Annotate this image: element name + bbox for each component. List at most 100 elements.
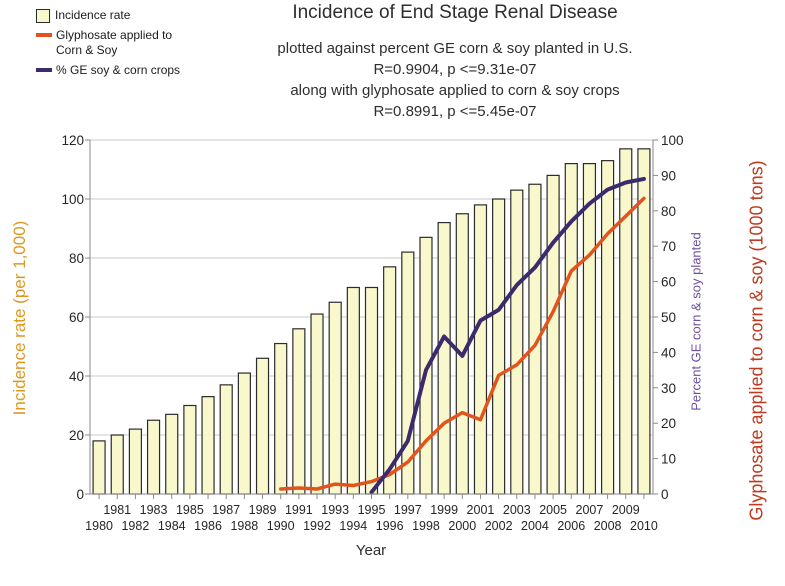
x-tick-label: 2007 bbox=[576, 503, 604, 517]
x-tick-label: 1992 bbox=[303, 519, 331, 533]
bar bbox=[546, 174, 560, 495]
x-tick-label: 1999 bbox=[430, 503, 458, 517]
x-tick-label: 1984 bbox=[158, 519, 186, 533]
bar bbox=[364, 286, 379, 495]
x-tick-label: 2000 bbox=[448, 519, 476, 533]
bar bbox=[310, 313, 324, 495]
legend-label-glyphosate-line2: Corn & Soy bbox=[56, 43, 118, 57]
x-tick-label: 1991 bbox=[285, 503, 313, 517]
x-tick-label: 2008 bbox=[594, 519, 622, 533]
chart-subtitle: plotted against percent GE corn & soy pl… bbox=[130, 38, 780, 122]
bar bbox=[328, 301, 342, 495]
bar bbox=[346, 286, 360, 495]
left-tick-label: 120 bbox=[61, 133, 84, 148]
x-tick-label: 1987 bbox=[212, 503, 240, 517]
x-tick-label: 1990 bbox=[267, 519, 295, 533]
x-tick-label: 1993 bbox=[321, 503, 349, 517]
x-tick-label: 2004 bbox=[521, 519, 549, 533]
right-tick-label: 60 bbox=[661, 275, 676, 290]
legend-item-glyphosate: Glyphosate applied to Corn & Soy bbox=[36, 28, 180, 58]
bar bbox=[146, 419, 161, 495]
x-tick-label: 1980 bbox=[85, 519, 113, 533]
x-tick-label: 1998 bbox=[412, 519, 440, 533]
bar bbox=[165, 413, 179, 495]
right-tick-label: 70 bbox=[661, 239, 676, 254]
x-tick-label: 2009 bbox=[612, 503, 640, 517]
left-tick-label: 20 bbox=[69, 428, 84, 443]
bar bbox=[564, 163, 578, 495]
x-tick-label: 2002 bbox=[485, 519, 513, 533]
x-tick-label: 1986 bbox=[194, 519, 222, 533]
bar bbox=[219, 384, 233, 495]
subtitle-line-1: plotted against percent GE corn & soy pl… bbox=[277, 40, 633, 57]
bar bbox=[183, 404, 197, 495]
bar bbox=[473, 204, 488, 495]
percent-ge-line bbox=[369, 176, 646, 495]
x-tick-label: 1997 bbox=[394, 503, 422, 517]
x-tick-label: 1981 bbox=[103, 503, 131, 517]
left-tick-label: 80 bbox=[69, 251, 84, 266]
glyphosate-line bbox=[278, 196, 646, 491]
x-tick-label: 1982 bbox=[121, 519, 149, 533]
x-tick-label: 1983 bbox=[140, 503, 168, 517]
right-tick-label: 80 bbox=[661, 204, 676, 219]
x-tick-label: 1994 bbox=[339, 519, 367, 533]
bar bbox=[201, 396, 215, 495]
x-tick-label: 2006 bbox=[557, 519, 585, 533]
left-tick-label: 60 bbox=[69, 310, 84, 325]
legend-label-incidence: Incidence rate bbox=[55, 8, 131, 22]
x-tick-label: 1989 bbox=[249, 503, 277, 517]
left-tick-label: 100 bbox=[61, 192, 84, 207]
bar bbox=[492, 198, 506, 495]
left-axis-title: Incidence rate (per 1,000) bbox=[10, 220, 29, 416]
incidence-bar-swatch bbox=[36, 9, 50, 23]
legend-item-ge: % GE soy & corn crops bbox=[36, 63, 180, 78]
bar bbox=[619, 148, 633, 495]
x-tick-label: 1996 bbox=[376, 519, 404, 533]
x-tick-label: 1985 bbox=[176, 503, 204, 517]
right-tick-label: 90 bbox=[661, 168, 676, 183]
bar bbox=[92, 440, 106, 495]
bar bbox=[600, 160, 615, 495]
bar bbox=[582, 163, 597, 495]
x-axis-title: Year bbox=[355, 542, 387, 559]
right-tick-label: 40 bbox=[661, 345, 676, 360]
glyphosate-line-swatch bbox=[36, 33, 52, 37]
bar bbox=[128, 428, 143, 495]
bar bbox=[237, 372, 251, 495]
right-tick-label: 100 bbox=[661, 133, 684, 148]
x-tick-label: 2010 bbox=[630, 519, 658, 533]
legend-label-glyphosate: Glyphosate applied to Corn & Soy bbox=[56, 28, 172, 58]
x-tick-label: 2005 bbox=[539, 503, 567, 517]
left-tick-label: 40 bbox=[69, 369, 84, 384]
right-axis-title-percent-ge: Percent GE corn & soy planted bbox=[688, 232, 704, 411]
subtitle-line-4: R=0.8991, p <=5.45e-07 bbox=[373, 103, 537, 120]
legend-item-incidence: Incidence rate bbox=[36, 8, 180, 23]
bar bbox=[437, 222, 451, 495]
x-tick-label: 2003 bbox=[503, 503, 531, 517]
bar bbox=[274, 342, 288, 495]
x-tick-label: 1995 bbox=[358, 503, 386, 517]
right-tick-label: 0 bbox=[661, 487, 669, 502]
legend-label-glyphosate-line1: Glyphosate applied to bbox=[56, 28, 173, 42]
legend-label-ge: % GE soy & corn crops bbox=[56, 63, 181, 77]
right-tick-label: 10 bbox=[661, 452, 676, 467]
ge-line-swatch bbox=[36, 68, 52, 72]
right-tick-label: 30 bbox=[661, 381, 676, 396]
bar bbox=[292, 328, 306, 495]
right-tick-label: 20 bbox=[661, 416, 676, 431]
bar bbox=[510, 189, 524, 495]
subtitle-line-2: R=0.9904, p <=9.31e-07 bbox=[373, 61, 537, 78]
right-tick-label: 50 bbox=[661, 310, 676, 325]
chart-title: Incidence of End Stage Renal Disease bbox=[292, 2, 618, 23]
left-tick-label: 0 bbox=[76, 487, 84, 502]
right-axis-title-glyphosate: Glyphosate applied to corn & soy (1000 t… bbox=[746, 160, 767, 521]
subtitle-line-3: along with glyphosate applied to corn & … bbox=[290, 82, 620, 99]
bar bbox=[255, 357, 270, 495]
x-tick-label: 1988 bbox=[230, 519, 258, 533]
x-tick-label: 2001 bbox=[467, 503, 495, 517]
bar bbox=[110, 434, 124, 495]
legend: Incidence rate Glyphosate applied to Cor… bbox=[36, 8, 180, 83]
